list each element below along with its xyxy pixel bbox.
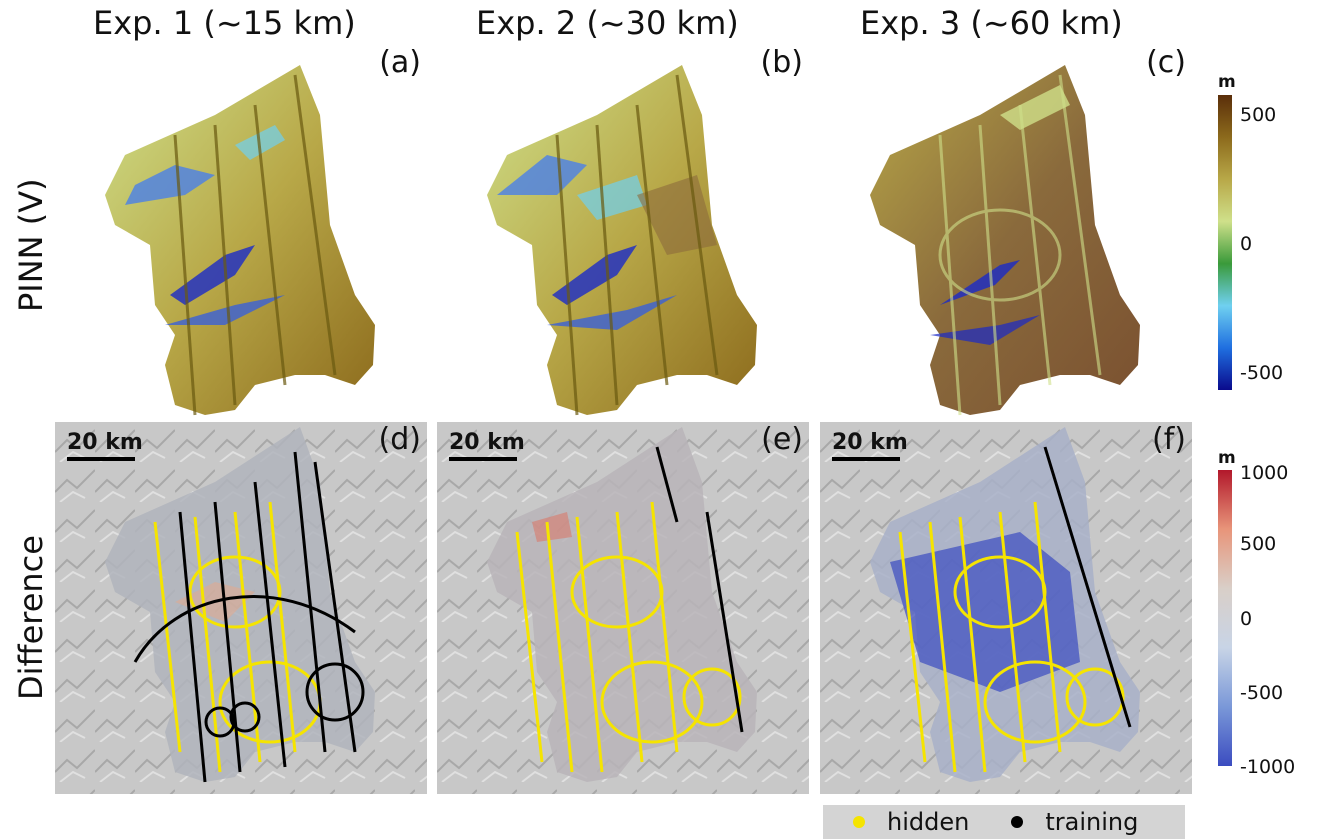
hidden-tracks bbox=[515, 501, 742, 773]
colorbar-bottom-tick-neg500: -500 bbox=[1240, 682, 1284, 704]
training-marker bbox=[1011, 816, 1024, 828]
legend: hidden training bbox=[823, 805, 1185, 839]
hidden-tracks bbox=[898, 501, 1125, 773]
scale-bar: 20 km bbox=[832, 430, 908, 461]
training-tracks bbox=[133, 451, 365, 783]
model-surface bbox=[487, 65, 757, 415]
panel-label-b: (b) bbox=[760, 45, 803, 80]
hidden-marker bbox=[853, 816, 865, 828]
panel-label-f: (f) bbox=[1152, 422, 1186, 457]
colorbar-top-tick-0: 0 bbox=[1240, 233, 1253, 255]
colorbar-bottom-tick-0: 0 bbox=[1240, 608, 1253, 630]
legend-hidden-label: hidden bbox=[887, 808, 970, 836]
scale-bar: 20 km bbox=[449, 430, 525, 461]
panel-label-d: (d) bbox=[378, 422, 421, 457]
row-label-pinn: PINN (V) bbox=[12, 178, 50, 312]
hidden-tracks bbox=[153, 501, 322, 773]
colorbar-top-tick-neg500: -500 bbox=[1240, 362, 1284, 384]
colorbar-top bbox=[1218, 95, 1232, 390]
row-label-difference: Difference bbox=[12, 535, 50, 700]
colorbar-bottom bbox=[1218, 470, 1232, 766]
column-title-exp2: Exp. 2 (~30 km) bbox=[476, 4, 739, 42]
colorbar-bottom-tick-1000: 1000 bbox=[1240, 462, 1289, 484]
model-surface bbox=[105, 65, 375, 415]
scale-bar: 20 km bbox=[67, 430, 143, 461]
training-tracks bbox=[655, 446, 744, 733]
colorbar-bottom-tick-neg1000: -1000 bbox=[1240, 756, 1296, 778]
panel-label-e: (e) bbox=[761, 422, 803, 457]
panel-label-a: (a) bbox=[379, 45, 421, 80]
colorbar-bottom-unit: m bbox=[1218, 448, 1236, 468]
column-title-exp1: Exp. 1 (~15 km) bbox=[93, 4, 356, 42]
map-panel-e: 20 km (e) bbox=[437, 422, 809, 794]
map-panel-a: (a) bbox=[55, 45, 427, 417]
panel-label-c: (c) bbox=[1146, 45, 1186, 80]
colorbar-bottom-tick-500: 500 bbox=[1240, 533, 1277, 555]
map-panel-c: (c) bbox=[820, 45, 1192, 417]
map-panel-b: (b) bbox=[437, 45, 809, 417]
map-panel-f: 20 km (f) bbox=[820, 422, 1192, 794]
colorbar-top-tick-500: 500 bbox=[1240, 104, 1277, 126]
map-panel-d: 20 km (d) bbox=[55, 422, 427, 794]
colorbar-top-unit: m bbox=[1218, 72, 1236, 92]
legend-training-label: training bbox=[1045, 808, 1139, 836]
column-title-exp3: Exp. 3 (~60 km) bbox=[860, 4, 1123, 42]
training-tracks bbox=[1043, 446, 1132, 728]
model-surface bbox=[870, 65, 1140, 415]
